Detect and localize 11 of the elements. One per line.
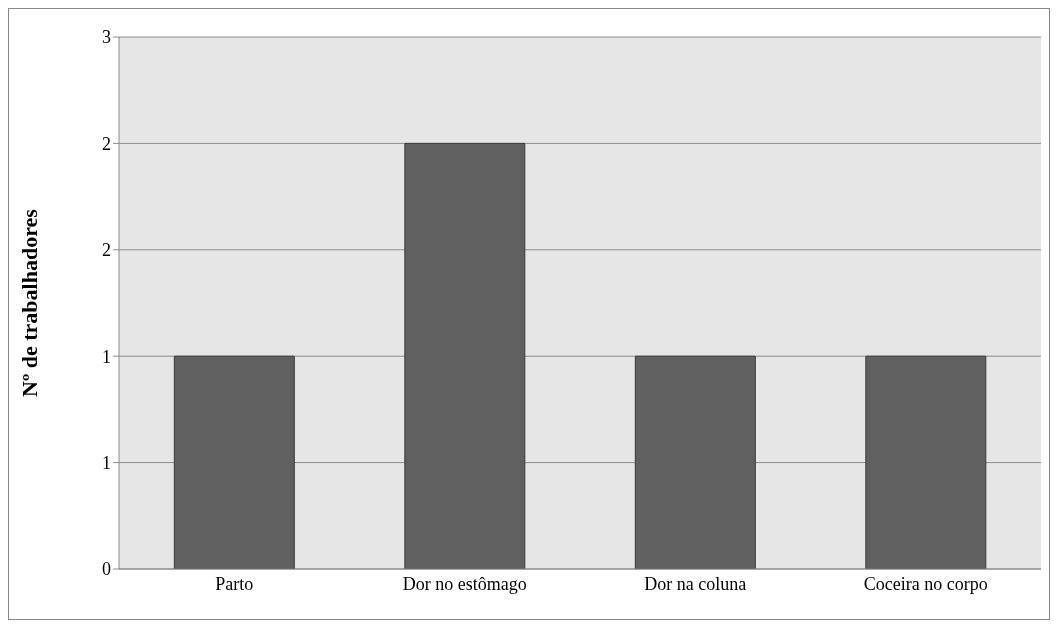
- y-tick-label: 1: [102, 452, 111, 473]
- y-axis-title: Nº de trabalhadores: [16, 208, 42, 397]
- x-tick-label: Coceira no corpo: [863, 573, 988, 594]
- y-tick-label: 2: [102, 240, 111, 261]
- y-tick-label: 2: [102, 133, 111, 154]
- y-tick-label: 3: [102, 27, 111, 48]
- x-tick-label: Dor na coluna: [644, 573, 747, 594]
- x-tick-label: Parto: [215, 573, 254, 594]
- y-tick-label: 0: [102, 559, 111, 580]
- x-tick-label: Dor no estômago: [402, 573, 527, 594]
- y-tick-label: 1: [102, 346, 111, 367]
